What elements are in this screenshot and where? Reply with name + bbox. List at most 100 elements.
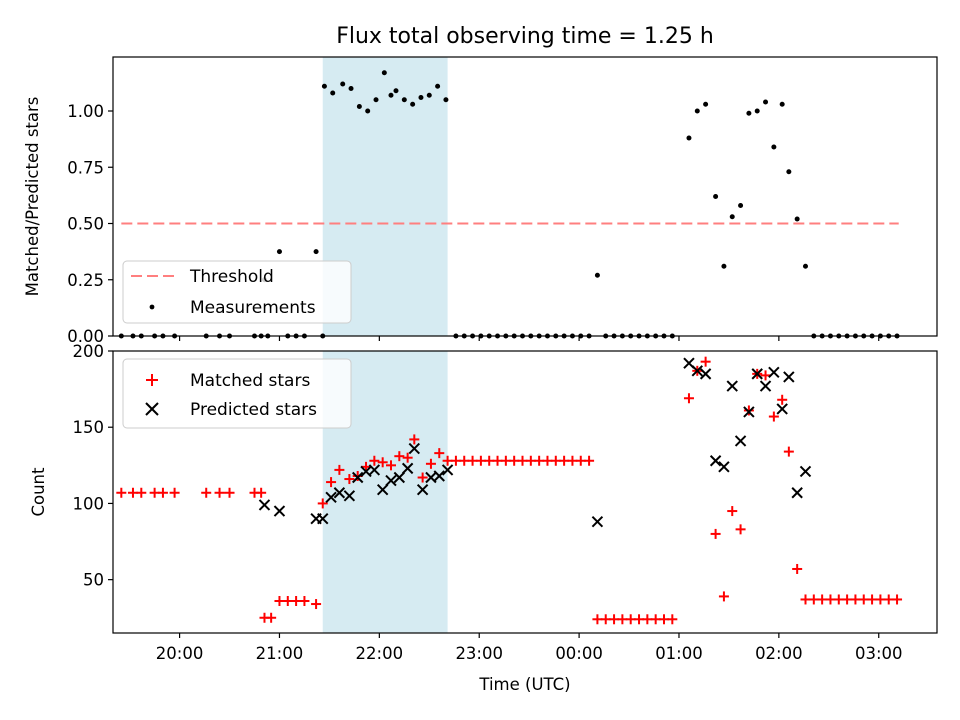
matched-star-point: [743, 405, 754, 416]
matched-star-point: [434, 448, 445, 459]
bottom-y-axis-label: Count: [29, 467, 48, 517]
matched-star-point: [417, 472, 428, 483]
measurement-point: [802, 263, 808, 269]
measurement-point: [276, 249, 282, 255]
matched-star-point: [710, 528, 721, 539]
y-tick-label: 0.00: [67, 327, 104, 346]
matched-star-point: [201, 487, 212, 498]
x-tick-label: 03:00: [855, 644, 903, 663]
predicted-star-point: [343, 490, 356, 502]
matched-star-point: [385, 460, 396, 471]
y-tick-label: 200: [73, 342, 105, 361]
measurement-point: [729, 214, 735, 220]
predicted-star-point: [726, 380, 738, 392]
measurement-point: [738, 203, 744, 208]
matched-star-point: [136, 487, 147, 498]
measurement-point: [388, 92, 394, 98]
measurement-point: [356, 104, 362, 109]
matched-star-point: [266, 612, 277, 623]
matched-star-point: [683, 393, 694, 404]
matched-star-point: [735, 524, 746, 535]
predicted-star-point: [273, 505, 286, 517]
matched-star-point: [326, 477, 337, 488]
matched-star-point: [334, 464, 345, 475]
predicted-star-point: [416, 484, 429, 496]
measurement-point: [779, 101, 785, 107]
measurement-point: [435, 83, 441, 89]
matched-star-point: [783, 446, 794, 457]
bottom-legend-box: [122, 358, 352, 429]
measurement-point: [348, 86, 354, 91]
matched-star-point: [768, 411, 779, 422]
predicted-star-point: [699, 368, 712, 380]
predicted-star-point: [333, 487, 346, 499]
predicted-star-point: [691, 365, 703, 377]
predicted-star-point: [751, 368, 763, 380]
legend-matched-swatch: [146, 374, 158, 386]
measurements-series: [118, 70, 900, 339]
x-tick-label: 20:00: [156, 644, 204, 663]
predicted-star-point: [776, 403, 788, 415]
legend-predicted-swatch: [145, 402, 159, 416]
y-tick-label: 150: [73, 418, 105, 437]
top-y-axis: 0.00 0.25 0.50 0.75 1.00: [67, 102, 113, 346]
matched-star-point: [584, 455, 595, 466]
measurement-point: [381, 70, 387, 76]
predicted-star-point: [591, 516, 604, 528]
matched-star-point: [792, 563, 803, 574]
matched-star-point: [700, 356, 711, 367]
x-tick-label: 00:00: [555, 644, 603, 663]
predicted-star-point: [368, 464, 381, 476]
predicted-star-point: [791, 487, 803, 499]
matched-star-point: [224, 487, 235, 498]
matched-star-point: [727, 506, 738, 517]
matched-star-point: [369, 455, 380, 466]
measurement-point: [703, 101, 709, 107]
matched-star-point: [777, 394, 788, 405]
measurement-point: [443, 97, 449, 103]
measurement-point: [313, 249, 319, 255]
y-tick-label: 100: [73, 494, 105, 513]
predicted-star-point: [799, 465, 812, 478]
x-tick-label: 22:00: [356, 644, 404, 663]
y-tick-label: 50: [83, 571, 104, 590]
matched-star-point: [214, 487, 225, 498]
y-tick-label: 0.25: [67, 271, 104, 290]
measurement-point: [418, 95, 424, 100]
matched-star-point: [394, 451, 405, 462]
bottom-x-axis: 20:00 21:00 22:00 23:00 00:00 01:00 02:00 03:00: [156, 633, 903, 663]
predicted-stars-series: [258, 357, 812, 528]
predicted-star-point: [768, 366, 780, 379]
predicted-star-point: [759, 380, 772, 392]
measurement-point: [321, 83, 327, 89]
predicted-star-point: [351, 471, 364, 484]
top-legend-box: [122, 260, 352, 324]
matched-star-point: [256, 487, 267, 498]
matched-star-point: [892, 594, 903, 605]
predicted-star-point: [258, 499, 271, 511]
measurement-point: [694, 108, 700, 114]
measurement-point: [686, 135, 692, 141]
predicted-star-point: [783, 371, 795, 383]
y-tick-label: 1.00: [67, 102, 104, 121]
x-tick-label: 02:00: [755, 644, 803, 663]
matched-star-point: [311, 599, 322, 610]
x-tick-label: 01:00: [655, 644, 703, 663]
y-tick-label: 0.50: [67, 215, 104, 234]
matched-star-point: [760, 370, 771, 381]
matched-star-point: [402, 452, 413, 463]
predicted-star-point: [385, 474, 397, 487]
measurement-point: [340, 81, 346, 87]
matched-star-point: [425, 458, 436, 469]
matched-star-point: [409, 434, 420, 445]
measurement-point: [330, 90, 336, 96]
predicted-star-point: [433, 470, 445, 482]
x-tick-label: 23:00: [455, 644, 503, 663]
bottom-legend: Matched stars Predicted stars: [122, 358, 352, 429]
measurement-point: [713, 194, 719, 199]
chart-title: Flux total observing time = 1.25 h: [336, 24, 714, 49]
measurement-point: [401, 97, 407, 103]
measurement-point: [373, 97, 379, 103]
legend-matched-label: Matched stars: [190, 371, 310, 391]
